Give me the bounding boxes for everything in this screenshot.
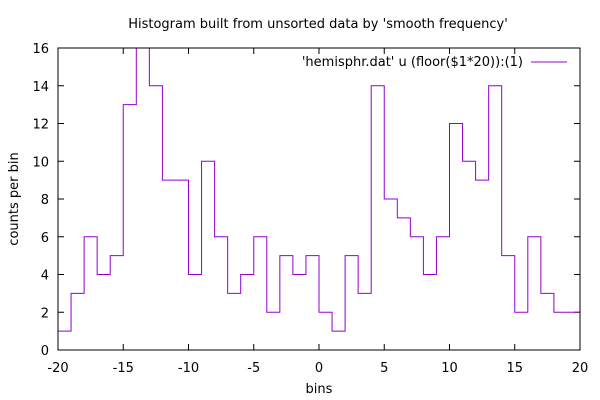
x-tick-label: -15	[113, 361, 134, 376]
legend: 'hemisphr.dat' u (floor($1*20)):(1)	[302, 55, 567, 70]
x-tick-label: 5	[380, 361, 388, 376]
histogram-step-line	[58, 47, 581, 350]
series-layer	[58, 47, 581, 350]
y-tick-label: 12	[32, 118, 49, 133]
y-tick-label: 4	[41, 269, 49, 284]
y-axis-title: counts per bin	[7, 152, 22, 245]
chart-title: Histogram built from unsorted data by 's…	[128, 17, 508, 32]
x-tick-label: -20	[47, 361, 68, 376]
y-tick-label: 14	[32, 80, 49, 95]
x-tick-label: 0	[315, 361, 323, 376]
x-tick-label: -5	[247, 361, 260, 376]
y-tick-label: 6	[41, 231, 49, 246]
x-tick-label: 20	[572, 361, 589, 376]
plot-frame	[57, 47, 581, 351]
ticks-layer: -20 -15 -10 -5 0 5 10 15 20 0 2 4 6 8 10 12 14 16	[32, 42, 588, 376]
y-tick-label: 2	[41, 306, 49, 321]
x-tick-label: -10	[178, 361, 199, 376]
y-tick-label: 8	[41, 193, 49, 208]
legend-label: 'hemisphr.dat' u (floor($1*20)):(1)	[302, 55, 523, 70]
y-tick-label: 0	[41, 344, 49, 359]
x-axis-title: bins	[306, 382, 333, 397]
y-tick-label: 16	[32, 42, 49, 57]
x-tick-label: 10	[441, 361, 458, 376]
y-tick-label: 10	[32, 155, 49, 170]
x-tick-label: 15	[506, 361, 523, 376]
